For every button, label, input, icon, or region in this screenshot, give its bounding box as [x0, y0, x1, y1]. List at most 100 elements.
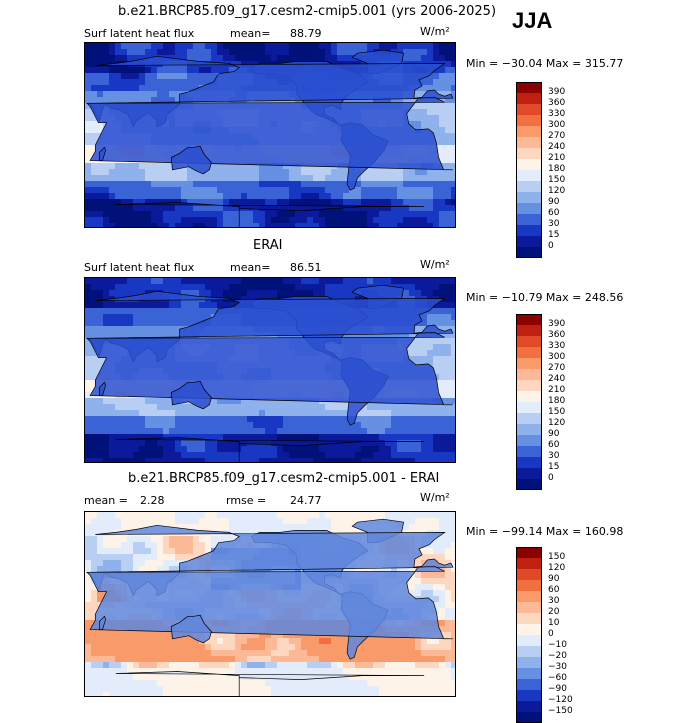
field-cell [325, 416, 332, 423]
field-cell [307, 187, 314, 194]
field-cell [235, 181, 242, 188]
field-cell [151, 49, 158, 56]
field-cell [403, 452, 410, 459]
field-cell [397, 416, 404, 423]
field-cell [349, 434, 356, 441]
field-cell [337, 416, 344, 423]
field-cell [403, 175, 410, 182]
field-cell [103, 79, 110, 86]
field-cell [97, 302, 104, 309]
field-cell [223, 223, 230, 227]
field-cell [121, 55, 128, 62]
field-cell [295, 524, 302, 531]
field-cell [217, 446, 224, 453]
colorbar-tick-label: 150 [548, 408, 565, 417]
field-cell [109, 205, 116, 212]
field-cell [313, 458, 320, 462]
field-cell [187, 518, 194, 525]
field-cell [415, 446, 422, 453]
field-cell [133, 91, 140, 98]
field-cell [259, 55, 266, 62]
field-cell [85, 55, 92, 62]
field-cell [181, 302, 188, 309]
field-cell [313, 169, 320, 176]
field-cell [355, 452, 362, 459]
field-cell [169, 302, 176, 309]
field-cell [265, 175, 272, 182]
field-cell [445, 187, 452, 194]
continent-outline [87, 97, 453, 170]
field-cell [133, 518, 140, 525]
field-cell [205, 284, 212, 291]
field-cell [103, 398, 110, 405]
field-cell [91, 43, 98, 50]
field-cell [265, 518, 272, 525]
field-cell [451, 392, 455, 399]
field-cell [391, 175, 398, 182]
field-cell [343, 458, 350, 462]
field-cell [103, 181, 110, 188]
field-cell [91, 434, 98, 441]
field-cell [175, 302, 182, 309]
field-cell [253, 175, 260, 182]
field-cell [451, 284, 455, 291]
field-cell [205, 187, 212, 194]
field-cell [187, 43, 194, 50]
colorbar-swatch [516, 137, 542, 148]
field-cell [379, 187, 386, 194]
field-cell [103, 187, 110, 194]
field-cell [397, 404, 404, 411]
field-cell [223, 422, 230, 429]
field-cell [133, 548, 140, 555]
colorbar-tick-label: 270 [548, 364, 565, 373]
field-cell [427, 524, 434, 531]
field-cell [253, 278, 260, 285]
field-cell [427, 512, 434, 519]
field-cell [409, 416, 416, 423]
field-cell [103, 199, 110, 206]
field-cell [157, 67, 164, 74]
field-cell [331, 290, 338, 297]
field-cell [427, 169, 434, 176]
field-cell [445, 548, 452, 555]
field-cell [199, 284, 206, 291]
field-cell [133, 67, 140, 74]
panel1-mean-label: mean= [230, 27, 270, 40]
field-cell [415, 326, 422, 333]
field-cell [121, 67, 128, 74]
field-cell [373, 452, 380, 459]
field-cell [295, 223, 302, 227]
field-cell [415, 103, 422, 110]
panel2-variable-label: Surf latent heat flux [84, 261, 194, 274]
field-cell [211, 175, 218, 182]
field-cell [85, 428, 92, 435]
field-cell [211, 452, 218, 459]
field-cell [379, 416, 386, 423]
field-cell [187, 404, 194, 411]
panel3-mean-label: mean = [84, 494, 128, 507]
field-cell [445, 518, 452, 525]
field-cell [247, 446, 254, 453]
field-cell [331, 193, 338, 200]
field-cell [163, 440, 170, 447]
field-cell [139, 49, 146, 56]
field-cell [145, 512, 152, 519]
field-cell [433, 290, 440, 297]
field-cell [403, 169, 410, 176]
field-cell [445, 374, 452, 381]
field-cell [433, 55, 440, 62]
field-cell [349, 223, 356, 227]
field-cell [151, 560, 158, 567]
field-cell [439, 344, 446, 351]
colorbar-tick-label: 120 [548, 419, 565, 428]
field-cell [301, 169, 308, 176]
field-cell [445, 320, 452, 327]
field-cell [385, 440, 392, 447]
field-cell [199, 73, 206, 80]
field-cell [427, 578, 434, 585]
field-cell [127, 91, 134, 98]
field-cell [433, 211, 440, 218]
field-cell [115, 181, 122, 188]
field-cell [421, 290, 428, 297]
field-cell [229, 428, 236, 435]
